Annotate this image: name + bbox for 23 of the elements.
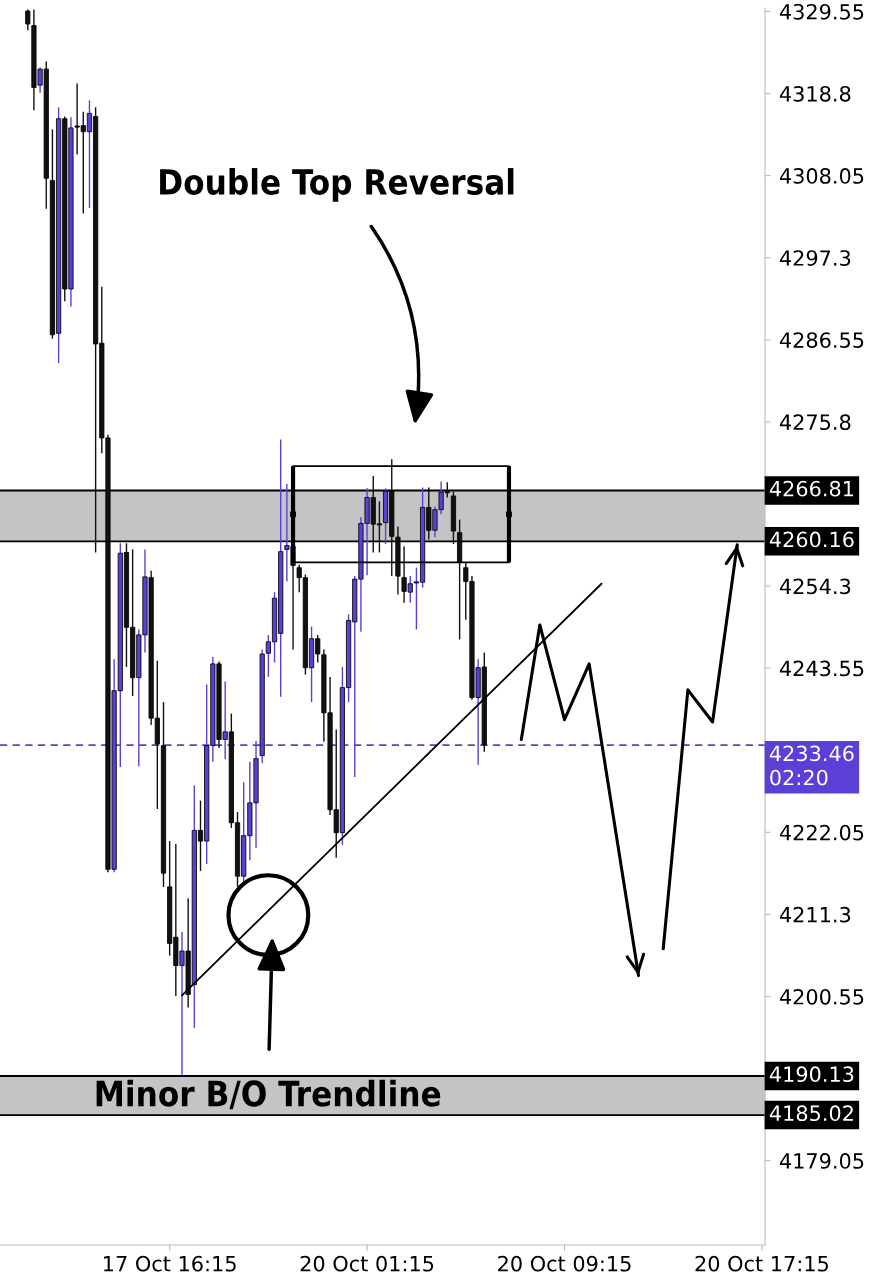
y-tick-label: 4179.05: [779, 1153, 864, 1169]
x-tick-label: 17 Oct 16:15: [104, 1255, 236, 1272]
x-tick-label: 20 Oct 09:15: [498, 1255, 631, 1272]
x-tick-label: 20 Oct 01:15: [300, 1255, 434, 1272]
y-tick-label: 4222.05: [779, 824, 864, 841]
y-tick-label: 4318.8: [779, 85, 851, 102]
y-tick-label: 4243.55: [779, 660, 864, 677]
y-tick-label: 4308.05: [779, 168, 864, 184]
annotation: Minor B/O Trendline: [96, 1079, 441, 1110]
annotation: Double Top Reversal: [160, 168, 514, 202]
ref-line-label: 4266.81: [769, 480, 854, 497]
x-tick-label: 20 Oct 17:15: [695, 1255, 828, 1272]
y-tick-label: 4211.3: [779, 906, 851, 923]
y-tick-label: 4275.8: [779, 414, 851, 431]
ref-line-label: 4233.46 02:20: [769, 745, 854, 786]
ref-line-label: 4185.02: [769, 1105, 853, 1122]
y-tick-label: 4200.55: [779, 988, 864, 1005]
y-tick-label: 4286.55: [779, 332, 864, 348]
ref-line-label: 4190.13: [769, 1066, 854, 1083]
y-tick-label: 4297.3: [779, 250, 851, 266]
ref-line-label: 4260.16: [769, 531, 854, 548]
y-tick-label: 4254.3: [779, 578, 851, 595]
y-tick-label: 4329.55: [779, 3, 864, 20]
